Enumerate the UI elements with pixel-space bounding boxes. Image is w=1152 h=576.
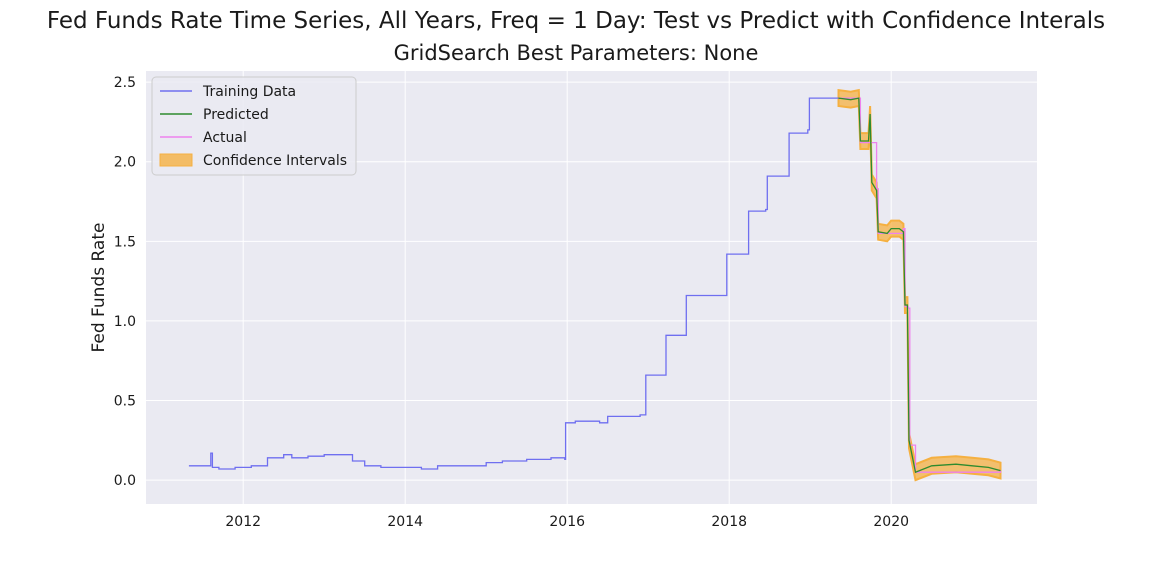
legend: Training Data Predicted Actual Confidence I… [151,76,357,176]
y-tick-label: 2.5 [114,75,136,91]
x-tick-label: 2020 [873,514,909,530]
y-tick-label: 0.0 [114,473,136,489]
legend-item-training-label: Training Data [202,84,296,100]
series-line-actual [838,97,1002,473]
x-tick-label: 2018 [711,514,747,530]
y-axis-label: Fed Funds Rate [89,223,109,353]
y-tick-label: 0.5 [114,394,136,410]
x-tick-label: 2016 [549,514,585,530]
y-tick-label: 1.0 [114,314,136,330]
y-tick-label: 1.5 [114,234,136,250]
x-tick-label: 2012 [225,514,261,530]
chart-subtitle: GridSearch Best Parameters: None [393,41,759,65]
legend-item-actual-label: Actual [203,130,247,146]
series-line-training [188,97,839,470]
series-line-predicted [838,97,1001,474]
legend-box [151,76,357,176]
legend-item-ci-marker [159,153,193,167]
chart-title: Fed Funds Rate Time Series, All Years, F… [46,8,1106,34]
y-tick-label: 2.0 [114,155,136,171]
x-tick-label: 2014 [387,514,423,530]
legend-item-predicted-label: Predicted [203,107,269,123]
legend-item-ci-label: Confidence Intervals [203,153,347,169]
